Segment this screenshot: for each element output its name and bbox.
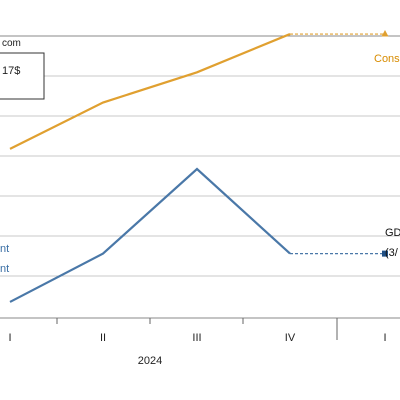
x-tick-label: II xyxy=(100,332,106,344)
forecast-marker-triangle xyxy=(381,30,389,37)
year-label: 2024 xyxy=(138,355,162,367)
x-tick-label: I xyxy=(8,332,11,344)
plot-frame xyxy=(0,35,400,319)
x-axis: I II III IV I xyxy=(8,318,387,344)
left-fragment-2: nt xyxy=(0,263,9,275)
left-fragment-1: nt xyxy=(0,243,9,255)
series-label-gd: GD xyxy=(385,227,400,239)
forecast-marker-square xyxy=(382,250,388,257)
series-line-gd xyxy=(9,167,291,303)
series-layer xyxy=(9,30,389,303)
x-tick-label: III xyxy=(192,332,201,344)
source-text: com xyxy=(2,38,21,49)
gridlines xyxy=(0,75,400,277)
legend-box xyxy=(0,52,45,100)
series-sublabel-gd: (3/ xyxy=(385,247,399,259)
legend-text: 17$ xyxy=(2,65,20,77)
series-line-cons xyxy=(9,33,291,150)
series-label-cons: Cons xyxy=(374,53,400,65)
x-tick-label: I xyxy=(383,332,386,344)
x-tick-label: IV xyxy=(285,332,296,344)
